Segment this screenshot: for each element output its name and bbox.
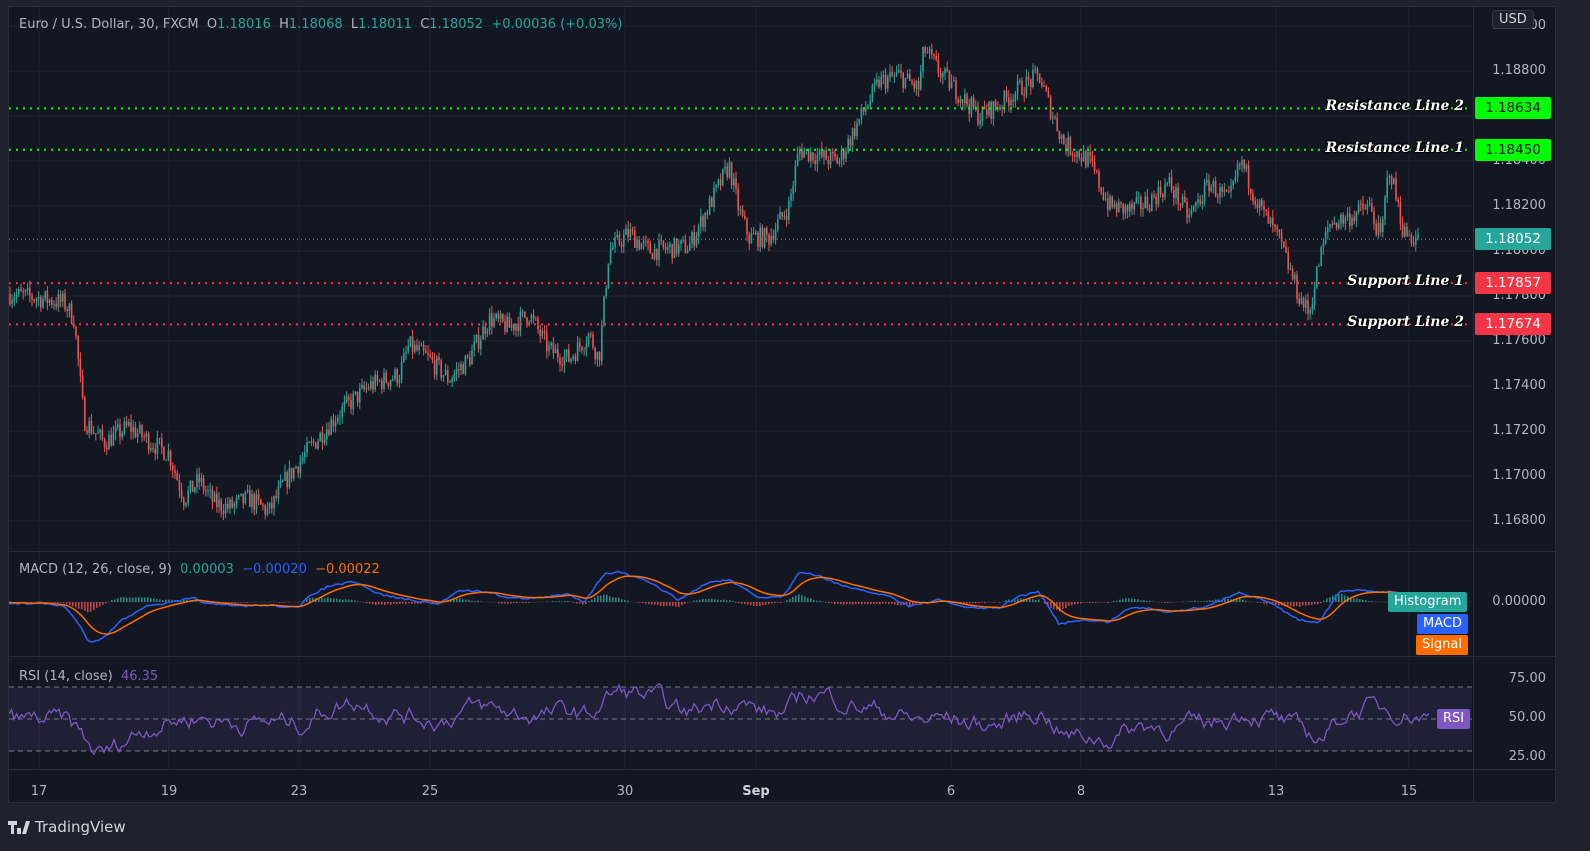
symbol-legend: Euro / U.S. Dollar, 30, FXCM O1.18016 H1… bbox=[19, 17, 623, 32]
price-tick: 1.17400 bbox=[1492, 378, 1546, 393]
rsi-value: 46.35 bbox=[120, 669, 159, 684]
currency-button[interactable]: USD bbox=[1492, 10, 1534, 29]
macd-legend: MACD (12, 26, close, 9) 0.00003 −0.00020… bbox=[19, 562, 380, 577]
level-price-tag: 1.17857 bbox=[1475, 272, 1551, 295]
high-value: 1.18068 bbox=[288, 17, 343, 32]
rsi-tick-50: 50.00 bbox=[1508, 710, 1546, 725]
time-axis[interactable]: 17 19 23 25 30 Sep 6 8 13 15 bbox=[9, 770, 1472, 803]
rsi-pane[interactable]: RSI (14, close) 46.35 RSI bbox=[9, 657, 1472, 769]
candlestick-chart bbox=[9, 7, 1472, 551]
price-tick: 1.17000 bbox=[1492, 468, 1546, 483]
level-label-3: Support Line 2 bbox=[1347, 314, 1464, 331]
level-price-tag: 1.18450 bbox=[1475, 138, 1551, 161]
close-value: 1.18052 bbox=[429, 17, 484, 32]
time-tick: 13 bbox=[1267, 784, 1285, 799]
time-tick: 25 bbox=[421, 784, 439, 799]
rsi-tag: RSI bbox=[1437, 709, 1471, 729]
current-price-tag: 1.18052 bbox=[1475, 228, 1551, 251]
level-label-0: Resistance Line 2 bbox=[1325, 98, 1464, 115]
tradingview-logo-icon bbox=[8, 820, 30, 834]
level-price-tag: 1.18634 bbox=[1475, 97, 1551, 120]
time-axis-divider bbox=[9, 769, 1555, 770]
change-value: +0.00036 (+0.03%) bbox=[491, 17, 623, 32]
rsi-axis[interactable]: 75.00 50.00 25.00 bbox=[1473, 657, 1556, 769]
price-tick: 1.18800 bbox=[1492, 63, 1546, 78]
brand-name: TradingView bbox=[35, 818, 126, 836]
tradingview-logo[interactable]: TradingView bbox=[8, 818, 126, 836]
time-tick: 17 bbox=[30, 784, 48, 799]
price-tick: 1.17200 bbox=[1492, 423, 1546, 438]
macd-axis-tick: 0.00000 bbox=[1492, 594, 1546, 609]
macd-chart bbox=[9, 552, 1472, 656]
rsi-legend: RSI (14, close) 46.35 bbox=[19, 669, 158, 684]
macd-tag: MACD bbox=[1417, 614, 1468, 634]
time-tick: 8 bbox=[1076, 784, 1086, 799]
macd-signal-value: −0.00022 bbox=[315, 562, 380, 577]
rsi-title[interactable]: RSI (14, close) bbox=[19, 669, 113, 684]
price-pane[interactable]: Euro / U.S. Dollar, 30, FXCM O1.18016 H1… bbox=[9, 7, 1472, 551]
rsi-tick-25: 25.00 bbox=[1508, 749, 1546, 764]
time-tick: 23 bbox=[290, 784, 308, 799]
macd-histogram-value: 0.00003 bbox=[180, 562, 234, 577]
signal-tag: Signal bbox=[1416, 635, 1468, 655]
histogram-tag: Histogram bbox=[1388, 592, 1468, 612]
level-price-tag: 1.17674 bbox=[1475, 313, 1551, 336]
time-tick: 30 bbox=[616, 784, 634, 799]
chart-frame: Euro / U.S. Dollar, 30, FXCM O1.18016 H1… bbox=[8, 6, 1556, 803]
macd-line-value: −0.00020 bbox=[242, 562, 307, 577]
price-tick: 1.18200 bbox=[1492, 198, 1546, 213]
macd-pane[interactable]: MACD (12, 26, close, 9) 0.00003 −0.00020… bbox=[9, 552, 1472, 656]
rsi-tick-75: 75.00 bbox=[1508, 671, 1546, 686]
price-tick: 1.17600 bbox=[1492, 333, 1546, 348]
time-tick: 19 bbox=[160, 784, 178, 799]
symbol-title[interactable]: Euro / U.S. Dollar, 30, FXCM bbox=[19, 17, 199, 32]
macd-title[interactable]: MACD (12, 26, close, 9) bbox=[19, 562, 172, 577]
axis-corner bbox=[1473, 770, 1556, 803]
pane-divider[interactable] bbox=[9, 656, 1555, 657]
level-label-1: Resistance Line 1 bbox=[1325, 139, 1464, 156]
price-tick: 1.16800 bbox=[1492, 513, 1546, 528]
open-value: 1.18016 bbox=[217, 17, 271, 32]
time-tick: 15 bbox=[1400, 784, 1418, 799]
time-tick: Sep bbox=[742, 784, 770, 799]
rsi-chart bbox=[9, 657, 1472, 769]
macd-axis[interactable]: 0.00000 bbox=[1473, 552, 1556, 656]
level-label-2: Support Line 1 bbox=[1347, 273, 1464, 290]
time-tick: 6 bbox=[946, 784, 956, 799]
pane-divider[interactable] bbox=[9, 551, 1555, 552]
low-value: 1.18011 bbox=[358, 17, 412, 32]
